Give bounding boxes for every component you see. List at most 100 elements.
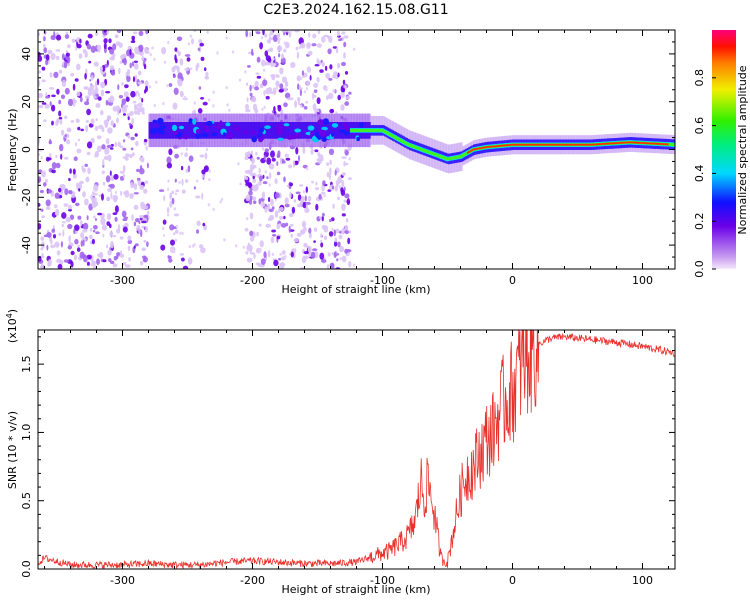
noise-speck bbox=[118, 95, 123, 99]
noise-speck bbox=[80, 219, 83, 226]
noise-speck bbox=[330, 108, 334, 113]
noise-speck bbox=[63, 259, 70, 263]
noise-speck bbox=[324, 65, 328, 71]
noise-speck bbox=[329, 159, 332, 165]
noise-speck bbox=[96, 44, 102, 51]
noise-speck bbox=[116, 30, 122, 34]
noise-speck bbox=[261, 191, 266, 199]
noise-speck bbox=[297, 194, 302, 201]
noise-speck bbox=[43, 47, 47, 54]
noise-speck bbox=[252, 103, 258, 111]
noise-speck bbox=[147, 210, 150, 215]
noise-speck bbox=[348, 230, 352, 234]
noise-speck bbox=[38, 176, 42, 183]
noise-speck bbox=[82, 167, 86, 173]
chart-title: C2E3.2024.162.15.08.G11 bbox=[263, 2, 448, 18]
noise-speck bbox=[173, 87, 179, 96]
noise-speck bbox=[108, 258, 112, 263]
noise-speck bbox=[265, 95, 270, 100]
noise-speck bbox=[84, 163, 88, 167]
noise-speck bbox=[95, 103, 101, 108]
noise-speck bbox=[286, 153, 290, 158]
noise-speck bbox=[347, 237, 351, 245]
noise-speck bbox=[344, 149, 349, 156]
noise-speck bbox=[118, 67, 121, 75]
noise-speck bbox=[101, 170, 105, 175]
ridge-blob bbox=[188, 118, 193, 124]
noise-speck bbox=[44, 104, 50, 109]
ridge-band bbox=[254, 122, 257, 139]
noise-speck bbox=[141, 220, 147, 224]
noise-speck bbox=[334, 169, 337, 176]
y-tick-label: 40 bbox=[20, 47, 33, 61]
noise-speck bbox=[341, 172, 346, 176]
noise-speck bbox=[196, 179, 199, 183]
noise-speck bbox=[58, 110, 62, 117]
noise-speck bbox=[267, 250, 271, 258]
noise-speck bbox=[180, 152, 183, 156]
noise-speck bbox=[77, 215, 82, 220]
noise-speck bbox=[286, 184, 290, 188]
ridge-band bbox=[337, 122, 340, 139]
noise-speck bbox=[80, 240, 84, 247]
noise-speck bbox=[168, 83, 173, 87]
colorbar-tick-label: 0.6 bbox=[693, 117, 706, 135]
noise-speck bbox=[68, 235, 71, 243]
noise-speck bbox=[265, 223, 271, 228]
noise-speck bbox=[133, 110, 139, 115]
noise-speck bbox=[125, 264, 131, 268]
noise-speck bbox=[61, 53, 65, 61]
noise-speck bbox=[276, 33, 280, 39]
ridge-band bbox=[248, 122, 251, 139]
noise-speck bbox=[290, 62, 296, 68]
noise-speck bbox=[61, 79, 66, 87]
ridge-blob bbox=[222, 132, 227, 137]
noise-speck bbox=[264, 50, 269, 57]
noise-speck bbox=[329, 218, 332, 223]
noise-speck bbox=[337, 196, 340, 201]
noise-speck bbox=[259, 247, 262, 252]
noise-speck bbox=[167, 255, 170, 259]
spectrogram-x-axis-title: Height of straight line (km) bbox=[281, 283, 430, 296]
noise-speck bbox=[317, 30, 321, 35]
noise-speck bbox=[107, 213, 112, 221]
ridge-band bbox=[201, 122, 204, 139]
noise-speck bbox=[277, 104, 282, 109]
noise-speck bbox=[127, 235, 132, 241]
noise-speck bbox=[342, 87, 345, 93]
ridge-blob bbox=[356, 136, 361, 142]
colorbar-gradient bbox=[712, 30, 736, 269]
noise-speck bbox=[336, 258, 339, 262]
noise-speck bbox=[279, 215, 284, 220]
noise-speck bbox=[145, 146, 148, 151]
noise-speck bbox=[143, 138, 148, 143]
noise-speck bbox=[279, 252, 282, 256]
noise-speck bbox=[161, 47, 167, 55]
ridge-band bbox=[267, 122, 270, 139]
noise-speck bbox=[162, 226, 165, 230]
noise-speck bbox=[38, 104, 44, 109]
noise-speck bbox=[102, 181, 106, 186]
noise-speck bbox=[337, 176, 343, 184]
noise-speck bbox=[298, 98, 300, 106]
noise-speck bbox=[62, 229, 65, 237]
noise-speck bbox=[321, 216, 324, 222]
noise-speck bbox=[177, 78, 183, 84]
noise-speck bbox=[301, 70, 305, 76]
ridge-band bbox=[313, 122, 317, 139]
noise-speck bbox=[90, 118, 95, 125]
noise-speck bbox=[62, 221, 66, 224]
noise-speck bbox=[308, 227, 312, 234]
ridge-blob bbox=[307, 125, 315, 131]
noise-speck bbox=[270, 60, 274, 68]
noise-speck bbox=[141, 56, 145, 61]
ridge-band bbox=[162, 122, 165, 139]
noise-speck bbox=[134, 63, 139, 70]
snr-x-ticks: -300 -200 -100 0 100 bbox=[44, 330, 669, 587]
noise-speck bbox=[86, 215, 89, 221]
noise-speck bbox=[268, 163, 275, 170]
noise-speck bbox=[134, 74, 138, 82]
noise-speck bbox=[103, 42, 107, 50]
noise-speck bbox=[45, 54, 50, 61]
noise-speck bbox=[96, 78, 100, 86]
